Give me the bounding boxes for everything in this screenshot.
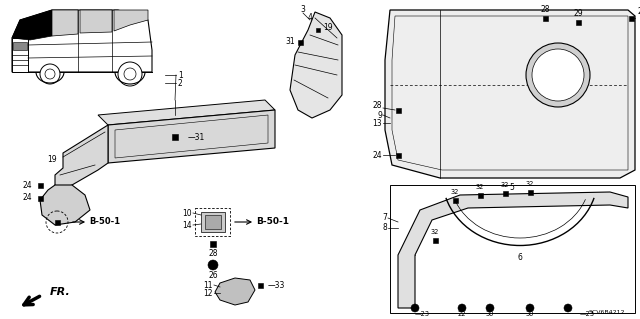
Polygon shape [398, 192, 628, 308]
Text: —23: —23 [415, 311, 430, 317]
Bar [316, 28, 320, 32]
Bar [205, 215, 221, 229]
Bar [298, 40, 303, 44]
Circle shape [40, 64, 60, 84]
Bar [543, 16, 547, 20]
Polygon shape [80, 10, 112, 33]
Text: B-50-1: B-50-1 [256, 218, 289, 226]
Polygon shape [108, 110, 275, 163]
Text: 14: 14 [182, 220, 192, 229]
Bar [195, 208, 230, 236]
Bar [396, 108, 401, 113]
Polygon shape [40, 185, 90, 225]
Text: 32: 32 [501, 182, 509, 188]
Text: SCV6B4212: SCV6B4212 [589, 310, 625, 315]
Circle shape [118, 62, 142, 86]
Text: 22: 22 [458, 311, 467, 317]
Text: 19: 19 [323, 24, 333, 33]
Bar [628, 16, 634, 20]
Polygon shape [12, 38, 28, 72]
Text: 24: 24 [22, 194, 32, 203]
Text: 4: 4 [308, 12, 312, 21]
Polygon shape [98, 100, 275, 125]
Circle shape [526, 304, 534, 312]
Text: 8: 8 [382, 224, 387, 233]
Text: 32: 32 [476, 184, 484, 190]
Text: 30: 30 [486, 311, 494, 317]
Text: —33: —33 [268, 280, 285, 290]
Text: 29: 29 [573, 9, 583, 18]
Circle shape [526, 43, 590, 107]
Text: 30: 30 [526, 311, 534, 317]
Bar [38, 196, 42, 201]
Bar [172, 134, 178, 140]
Text: 28: 28 [208, 249, 218, 257]
Polygon shape [114, 10, 148, 31]
Text: 28: 28 [372, 100, 382, 109]
Bar [433, 238, 438, 242]
Bar [396, 152, 401, 158]
Bar [575, 19, 580, 25]
Text: 9: 9 [377, 110, 382, 120]
Text: 10: 10 [182, 209, 192, 218]
Bar [38, 182, 42, 188]
Polygon shape [52, 10, 78, 36]
Polygon shape [55, 125, 108, 190]
Bar [13, 42, 27, 50]
Bar [502, 190, 508, 196]
Circle shape [458, 304, 466, 312]
Polygon shape [215, 278, 255, 305]
Bar [54, 219, 60, 225]
Text: 5: 5 [509, 183, 515, 192]
Polygon shape [290, 12, 342, 118]
Text: 32: 32 [526, 181, 534, 187]
Text: 3: 3 [301, 5, 305, 14]
Text: 32: 32 [451, 189, 459, 195]
Text: 12: 12 [204, 288, 213, 298]
Bar [257, 283, 262, 287]
Circle shape [411, 304, 419, 312]
Text: 28: 28 [540, 4, 550, 13]
Text: 13: 13 [372, 118, 382, 128]
Polygon shape [385, 10, 635, 178]
Polygon shape [12, 10, 152, 72]
Text: 2: 2 [178, 78, 183, 87]
Text: 19: 19 [47, 155, 57, 165]
Text: 31: 31 [285, 38, 295, 47]
Bar [210, 241, 216, 247]
Bar [477, 192, 483, 197]
Text: 32: 32 [431, 229, 439, 235]
Text: 6: 6 [518, 254, 522, 263]
Text: 24: 24 [372, 151, 382, 160]
Circle shape [208, 260, 218, 270]
Polygon shape [12, 10, 52, 40]
Text: B-50-1: B-50-1 [89, 218, 120, 226]
Text: 26: 26 [208, 271, 218, 279]
Text: —23: —23 [580, 311, 595, 317]
Text: 1: 1 [178, 70, 183, 79]
Text: 11: 11 [204, 280, 213, 290]
Text: 20: 20 [637, 8, 640, 17]
Circle shape [486, 304, 494, 312]
Bar [201, 212, 225, 232]
Text: 7: 7 [382, 213, 387, 222]
Text: —31: —31 [188, 132, 205, 142]
Bar [390, 185, 635, 313]
Circle shape [532, 49, 584, 101]
Bar [452, 197, 458, 203]
Circle shape [564, 304, 572, 312]
Bar [527, 189, 532, 195]
Text: 24: 24 [22, 181, 32, 189]
Text: FR.: FR. [50, 287, 71, 297]
